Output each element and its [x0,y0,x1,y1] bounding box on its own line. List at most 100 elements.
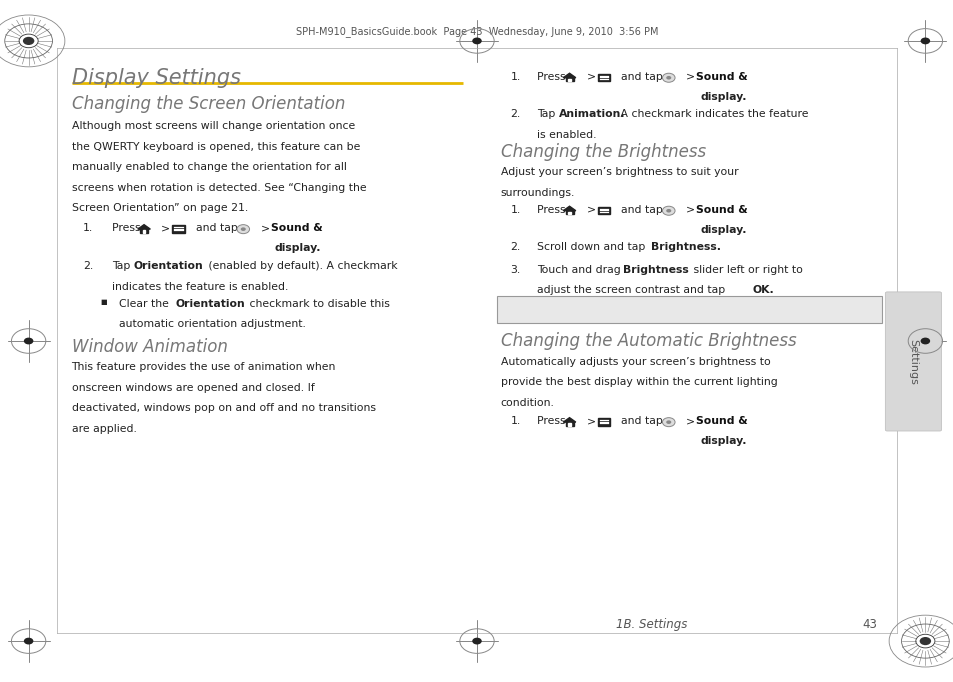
Circle shape [24,338,33,344]
Text: Touch and drag: Touch and drag [537,265,623,275]
Text: Sound &: Sound & [696,72,747,82]
Text: This feature provides the use of animation when: This feature provides the use of animati… [71,362,335,372]
Polygon shape [562,73,576,78]
Text: are applied.: are applied. [71,424,136,434]
Text: Changing the Screen Orientation: Changing the Screen Orientation [71,95,345,113]
Bar [568,79,570,81]
Text: Automatically adjusts your screen’s brightness to: Automatically adjusts your screen’s brig… [500,357,770,367]
Circle shape [472,638,481,644]
Text: 1.: 1. [510,205,520,215]
Circle shape [665,209,671,213]
Text: the QWERTY keyboard is opened, this feature can be: the QWERTY keyboard is opened, this feat… [71,142,359,152]
FancyBboxPatch shape [884,292,941,431]
Text: >: > [685,72,695,82]
Text: 3.: 3. [510,265,520,275]
Circle shape [24,638,33,644]
Circle shape [661,417,675,427]
Text: Brightness: Brightness [622,265,688,275]
Text: Adjust your screen’s brightness to suit your: Adjust your screen’s brightness to suit … [500,167,738,177]
Text: Not available when the Auto Brightness is enabled.: Not available when the Auto Brightness i… [553,301,839,312]
Text: Orientation: Orientation [175,299,245,309]
Text: Screen Orientation” on page 21.: Screen Orientation” on page 21. [71,203,248,213]
Text: Sound &: Sound & [696,205,747,215]
Text: screens when rotation is detected. See “Changing the: screens when rotation is detected. See “… [71,183,366,193]
Text: Press: Press [112,223,144,233]
Text: display.: display. [700,436,746,447]
Text: 43: 43 [862,617,877,631]
Bar [597,207,610,214]
Circle shape [920,338,929,344]
Text: manually enabled to change the orientation for all: manually enabled to change the orientati… [71,162,346,173]
Bar [568,212,570,214]
Text: 1.: 1. [510,416,520,426]
Text: Tap: Tap [112,261,133,271]
Text: provide the best display within the current lighting: provide the best display within the curr… [500,377,777,387]
Text: onscreen windows are opened and closed. If: onscreen windows are opened and closed. … [71,383,314,393]
Bar [140,228,148,233]
Polygon shape [137,224,151,229]
FancyBboxPatch shape [497,296,882,323]
Text: display.: display. [700,225,746,235]
Text: indicates the feature is enabled.: indicates the feature is enabled. [112,282,288,292]
Text: 2.: 2. [510,109,520,119]
Text: Settings: Settings [907,338,917,385]
Bar [565,77,573,81]
Text: and tap: and tap [620,205,662,215]
Bar [172,226,185,233]
Text: SPH-M910_BasicsGuide.book  Page 43  Wednesday, June 9, 2010  3:56 PM: SPH-M910_BasicsGuide.book Page 43 Wednes… [295,26,658,37]
Text: Brightness.: Brightness. [650,242,720,252]
Text: Press: Press [537,416,569,426]
Circle shape [665,420,671,424]
Text: 2.: 2. [83,261,93,271]
Circle shape [661,73,675,83]
Circle shape [665,76,671,80]
Text: >: > [586,205,596,215]
Bar [565,210,573,214]
Circle shape [240,227,246,231]
Text: condition.: condition. [500,398,554,408]
Bar [597,419,610,426]
Text: Orientation: Orientation [133,261,203,271]
Text: automatic orientation adjustment.: automatic orientation adjustment. [119,319,306,329]
Text: Although most screens will change orientation once: Although most screens will change orient… [71,121,355,132]
Text: Sound &: Sound & [271,223,322,233]
Text: Clear the: Clear the [119,299,172,309]
Text: is enabled.: is enabled. [537,130,596,140]
Text: checkmark to disable this: checkmark to disable this [246,299,390,309]
Text: A checkmark indicates the feature: A checkmark indicates the feature [617,109,808,119]
Text: Changing the Automatic Brightness: Changing the Automatic Brightness [500,332,796,350]
Text: Tap: Tap [537,109,558,119]
Text: Sound &: Sound & [696,416,747,426]
Text: 1.: 1. [510,72,520,82]
Circle shape [472,38,481,44]
Text: surroundings.: surroundings. [500,188,575,198]
Text: >: > [586,416,596,426]
Text: deactivated, windows pop on and off and no transitions: deactivated, windows pop on and off and … [71,403,375,413]
Text: slider left or right to: slider left or right to [689,265,801,275]
Text: Press: Press [537,72,569,82]
Text: Note:: Note: [510,301,543,312]
Text: adjust the screen contrast and tap: adjust the screen contrast and tap [537,285,728,295]
Text: 2.: 2. [510,242,520,252]
Bar [568,424,570,426]
Text: >: > [685,416,695,426]
Circle shape [920,38,929,44]
Text: display.: display. [274,243,321,254]
Text: >: > [685,205,695,215]
Text: Display Settings: Display Settings [71,68,240,88]
Polygon shape [562,206,576,211]
Circle shape [236,224,250,234]
Bar [597,74,610,81]
Circle shape [661,206,675,216]
Circle shape [23,37,34,45]
Text: OK.: OK. [752,285,774,295]
Text: and tap: and tap [620,72,662,82]
Text: Changing the Brightness: Changing the Brightness [500,143,705,161]
Text: display.: display. [700,92,746,102]
Bar [565,421,573,426]
Text: and tap: and tap [195,223,237,233]
Text: >: > [586,72,596,82]
Bar [143,231,145,233]
Text: 1.: 1. [83,223,93,233]
Text: (enabled by default). A checkmark: (enabled by default). A checkmark [205,261,397,271]
